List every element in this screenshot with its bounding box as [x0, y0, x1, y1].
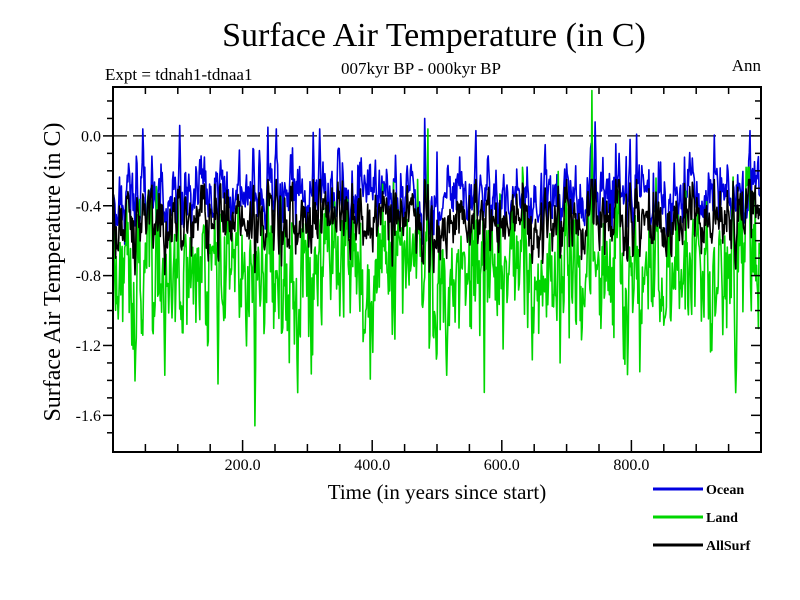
- chart-title: Surface Air Temperature (in C): [222, 17, 646, 54]
- legend-label-allsurf: AllSurf: [706, 539, 751, 554]
- series-line-allsurf: [113, 178, 761, 276]
- experiment-label: Expt = tdnah1-tdnaa1: [105, 65, 252, 84]
- y-axis-title: Surface Air Temperature (in C): [40, 122, 66, 421]
- x-tick-label: 400.0: [354, 457, 390, 474]
- period-label: 007kyr BP - 000kyr BP: [341, 59, 501, 78]
- plot-frame-layer: 200.0 400.0 600.0 800.0 0.0 -0.4 -0.8 -1.2 -1.6: [76, 86, 762, 474]
- legend-item-ocean: Ocean: [653, 483, 744, 498]
- x-tick-label: 600.0: [484, 457, 520, 474]
- plot-frame: [112, 86, 762, 453]
- x-tick-label: 200.0: [225, 457, 261, 474]
- y-tick-label: 0.0: [81, 128, 101, 145]
- y-tick-label: -1.2: [76, 338, 101, 355]
- x-tick-label: 800.0: [613, 457, 649, 474]
- season-label: Ann: [732, 56, 762, 75]
- legend-label-ocean: Ocean: [706, 483, 744, 498]
- x-axis-title: Time (in years since start): [328, 480, 547, 504]
- y-tick-label: -1.6: [76, 408, 101, 425]
- legend-label-land: Land: [706, 511, 738, 526]
- series-layer: [113, 89, 761, 427]
- legend-item-allsurf: AllSurf: [653, 539, 751, 554]
- series-line-land: [113, 89, 761, 427]
- legend: Ocean Land AllSurf: [653, 483, 751, 554]
- y-tick-label: -0.8: [76, 268, 101, 285]
- y-tick-label: -0.4: [76, 198, 101, 215]
- legend-item-land: Land: [653, 511, 738, 526]
